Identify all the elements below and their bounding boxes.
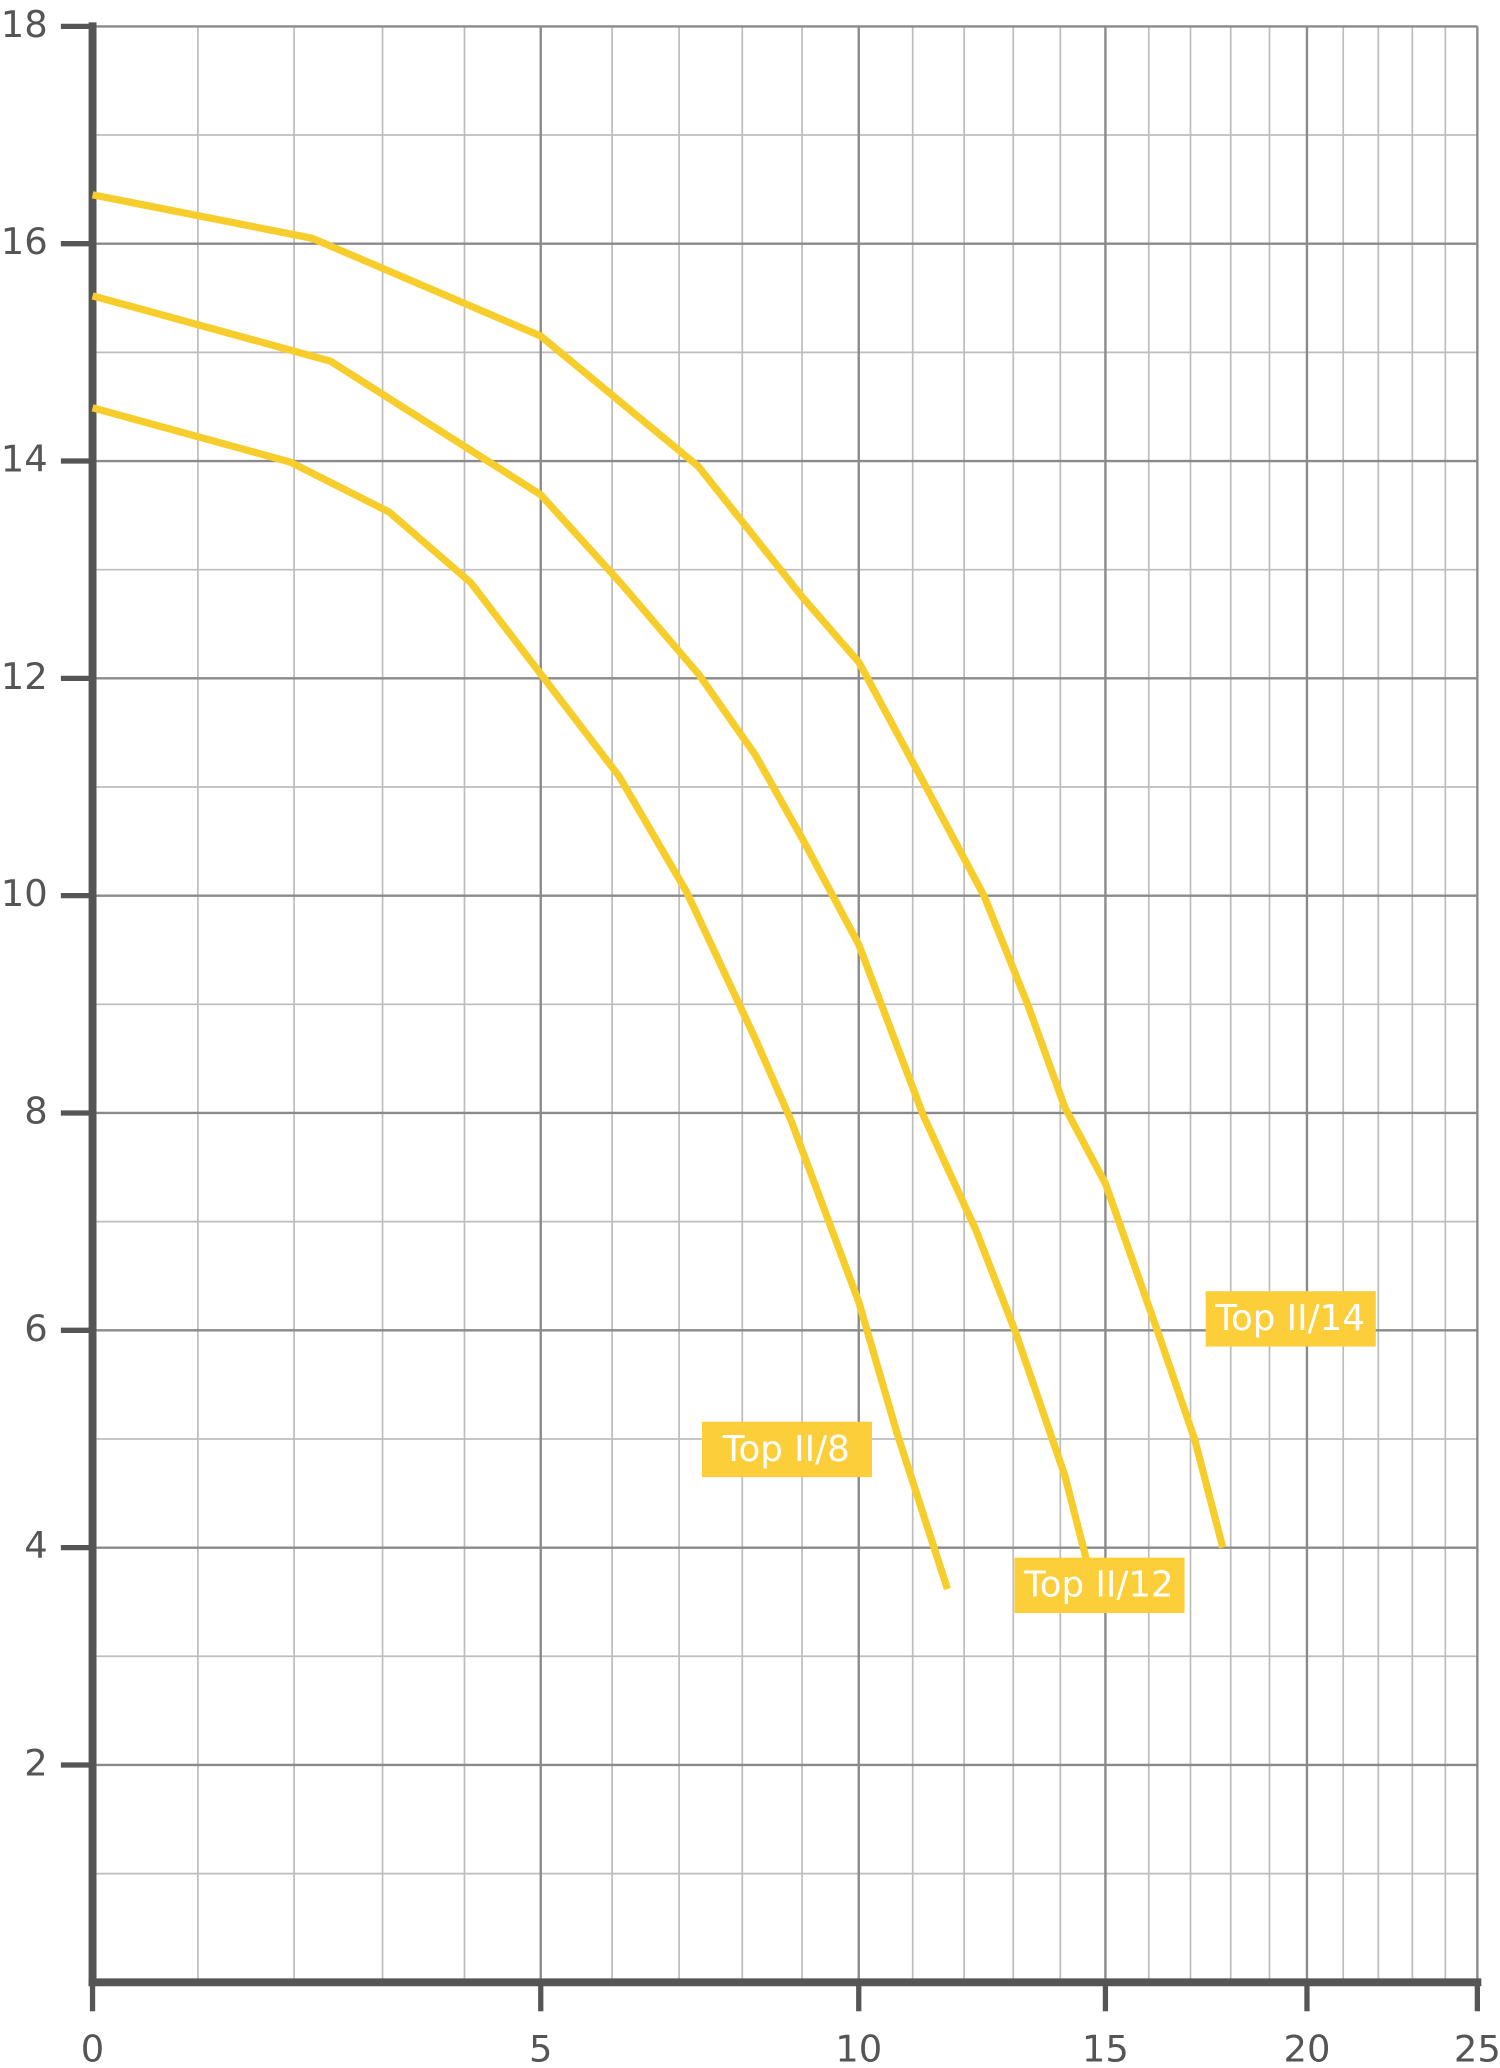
- x-tick-label: 5: [529, 2027, 552, 2068]
- curve: [91, 404, 951, 1591]
- y-tick-label: 10: [1, 872, 48, 915]
- label-box: [701, 1421, 872, 1478]
- label-box: [1014, 1557, 1185, 1613]
- y-tick-label: 4: [24, 1524, 47, 1567]
- x-tick-label: 10: [835, 2027, 882, 2068]
- label-text: Top II/12: [1023, 1565, 1174, 1606]
- y-tick-label: 12: [1, 655, 48, 698]
- series-label: Top II/12: [1014, 1557, 1185, 1613]
- label-text: Top II/14: [1214, 1298, 1365, 1339]
- y-tick-label: 6: [24, 1307, 47, 1350]
- label-box: [1205, 1291, 1376, 1347]
- x-tick-label: 20: [1283, 2027, 1330, 2068]
- y-tick-label: 8: [24, 1089, 47, 1132]
- x-tick-label: 15: [1082, 2027, 1129, 2068]
- series-label: Top II/14: [1205, 1291, 1376, 1347]
- x-tick-label: 25: [1454, 2027, 1500, 2068]
- series-label: Top II/8: [701, 1421, 872, 1478]
- y-tick-label: 2: [24, 1741, 47, 1784]
- y-tick-label: 16: [1, 220, 48, 263]
- label-text: Top II/8: [722, 1429, 850, 1470]
- y-tick-label: 18: [1, 3, 48, 46]
- curve: [91, 191, 1227, 1549]
- x-tick-label: 0: [81, 2027, 104, 2068]
- curve: [91, 292, 1099, 1594]
- y-tick-label: 14: [1, 438, 48, 481]
